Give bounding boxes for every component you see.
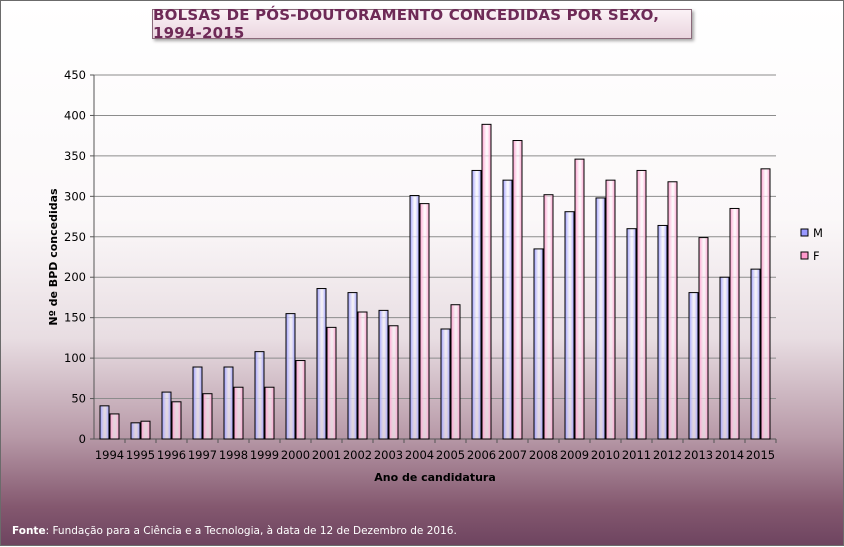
bar-F-2014 (729, 207, 740, 440)
y-tick-label: 50 (71, 392, 86, 406)
y-tick-label: 400 (64, 108, 86, 122)
legend-swatch-F (800, 251, 809, 260)
bar-M-2011 (626, 228, 637, 440)
bar-M-1994 (99, 405, 110, 440)
x-tick-label: 1995 (126, 448, 155, 462)
chart-title: BOLSAS DE PÓS-DOUTORAMENTO CONCEDIDAS PO… (152, 6, 692, 42)
y-tick-label: 300 (64, 189, 86, 203)
bar-M-2006 (471, 169, 482, 440)
bar-M-2002 (347, 292, 358, 440)
x-tick-label: 2008 (529, 448, 558, 462)
x-axis-label: Ano de candidatura (374, 471, 496, 484)
source-note: Fonte: Fundação para a Ciência e a Tecno… (12, 525, 457, 537)
bar-F-2012 (667, 181, 678, 440)
bar-F-1995 (140, 420, 151, 440)
y-tick-label: 250 (64, 230, 86, 244)
bar-F-2002 (357, 311, 368, 440)
bar-M-2003 (378, 309, 389, 440)
x-tick-label: 2015 (746, 448, 775, 462)
y-axis-label: Nº de BPD concedidas (47, 188, 60, 326)
x-tick-label: 2006 (467, 448, 496, 462)
bar-F-1996 (171, 401, 182, 440)
x-tick-label: 2001 (312, 448, 341, 462)
x-tick-label: 1997 (188, 448, 217, 462)
x-tick-label: 1998 (219, 448, 248, 462)
bar-M-2004 (409, 195, 420, 440)
bar-F-2010 (605, 179, 616, 440)
bar-M-1999 (254, 351, 265, 440)
x-tick-label: 2005 (436, 448, 465, 462)
x-tick-label: 2013 (684, 448, 713, 462)
bar-F-2009 (574, 158, 585, 440)
bar-M-1996 (161, 391, 172, 440)
legend-label-F: F (813, 249, 820, 263)
bar-F-1997 (202, 393, 213, 440)
y-tick-label: 100 (64, 351, 86, 365)
source-text: : Fundação para a Ciência e a Tecnologia… (45, 525, 457, 537)
x-tick-label: 2003 (374, 448, 403, 462)
bar-M-2001 (316, 288, 327, 440)
bar-M-1997 (192, 366, 203, 440)
bar-M-2015 (750, 268, 761, 440)
bar-F-2006 (481, 123, 492, 440)
bar-F-2007 (512, 140, 523, 440)
bar-F-2015 (760, 168, 771, 440)
bar-M-2010 (595, 197, 606, 440)
bar-F-2005 (450, 304, 461, 440)
x-tick-label: 2000 (281, 448, 310, 462)
x-tick-label: 2014 (715, 448, 744, 462)
x-tick-label: 2007 (498, 448, 527, 462)
bar-M-2007 (502, 179, 513, 440)
y-tick-label: 150 (64, 311, 86, 325)
bar-M-2008 (533, 248, 544, 440)
legend-swatch-M (800, 228, 809, 237)
x-tick-label: 1994 (95, 448, 124, 462)
y-tick-label: 0 (79, 432, 86, 446)
bar-F-2013 (698, 237, 709, 440)
y-tick-label: 350 (64, 149, 86, 163)
bar-M-1998 (223, 366, 234, 440)
bar-M-2009 (564, 211, 575, 440)
y-tick-label: 450 (64, 68, 86, 82)
x-tick-label: 2012 (653, 448, 682, 462)
legend-label-M: M (813, 226, 823, 240)
bar-F-2008 (543, 194, 554, 440)
x-tick-label: 1999 (250, 448, 279, 462)
x-tick-label: 2009 (560, 448, 589, 462)
bar-F-1998 (233, 386, 244, 440)
bar-F-2000 (295, 360, 306, 440)
x-tick-label: 2011 (622, 448, 651, 462)
bar-M-2005 (440, 328, 451, 440)
bar-F-2004 (419, 203, 430, 440)
bar-M-2014 (719, 276, 730, 440)
bar-F-2001 (326, 326, 337, 440)
x-tick-label: 2002 (343, 448, 372, 462)
source-label: Fonte (12, 525, 46, 537)
y-tick-label: 200 (64, 270, 86, 284)
x-tick-label: 2010 (591, 448, 620, 462)
bar-F-1999 (264, 386, 275, 440)
bar-F-2003 (388, 325, 399, 440)
bar-M-2013 (688, 292, 699, 440)
bar-M-2012 (657, 224, 668, 440)
bar-F-1994 (109, 413, 120, 440)
bar-M-2000 (285, 313, 296, 440)
bar-F-2011 (636, 169, 647, 440)
x-tick-label: 2004 (405, 448, 434, 462)
bar-M-1995 (130, 422, 141, 440)
x-tick-label: 1996 (157, 448, 186, 462)
